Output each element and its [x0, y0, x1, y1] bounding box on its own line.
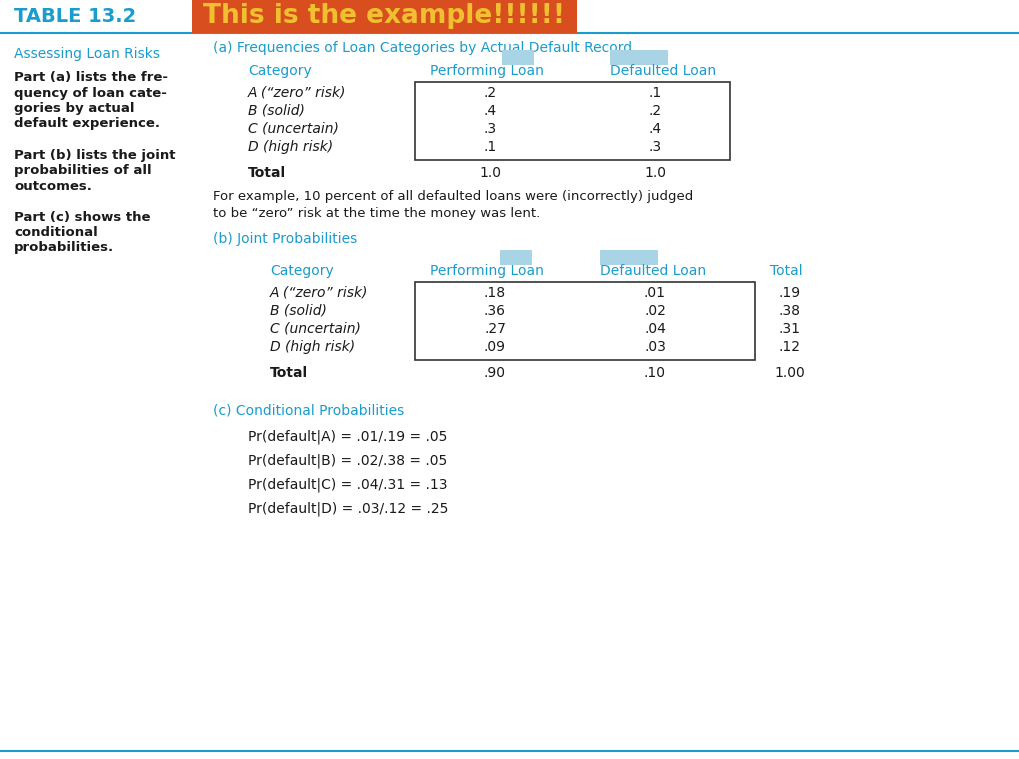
- Text: Total: Total: [248, 166, 286, 180]
- Text: .4: .4: [648, 122, 661, 136]
- Text: outcomes.: outcomes.: [14, 179, 92, 193]
- Text: (b) Joint Probabilities: (b) Joint Probabilities: [213, 232, 357, 246]
- Text: probabilities of all: probabilities of all: [14, 164, 152, 177]
- Bar: [499, 250, 532, 265]
- Text: .31: .31: [779, 322, 800, 336]
- Text: .18: .18: [483, 286, 505, 300]
- Text: Total: Total: [769, 264, 802, 278]
- Text: .02: .02: [643, 304, 665, 318]
- Text: .10: .10: [643, 366, 665, 380]
- Text: .2: .2: [648, 104, 661, 118]
- Text: 1.0: 1.0: [479, 166, 500, 180]
- Text: probabilities.: probabilities.: [14, 241, 114, 254]
- Text: TABLE 13.2: TABLE 13.2: [14, 7, 137, 26]
- Text: .3: .3: [483, 122, 496, 136]
- Text: .38: .38: [779, 304, 800, 318]
- Text: .27: .27: [484, 322, 505, 336]
- Bar: [599, 250, 657, 265]
- Text: .90: .90: [484, 366, 505, 380]
- Text: .03: .03: [643, 340, 665, 354]
- Bar: [415, 82, 730, 160]
- Text: For example, 10 percent of all defaulted loans were (incorrectly) judged: For example, 10 percent of all defaulted…: [213, 190, 693, 203]
- Text: (c) Conditional Probabilities: (c) Conditional Probabilities: [213, 404, 404, 418]
- Text: .04: .04: [643, 322, 665, 336]
- Text: to be “zero” risk at the time the money was lent.: to be “zero” risk at the time the money …: [213, 207, 540, 220]
- Bar: [609, 50, 667, 65]
- Text: 1.0: 1.0: [643, 166, 665, 180]
- Text: Pr(default|C) = .04/.31 = .13: Pr(default|C) = .04/.31 = .13: [248, 478, 447, 493]
- Text: Pr(default|A) = .01/.19 = .05: Pr(default|A) = .01/.19 = .05: [248, 430, 447, 445]
- Text: Defaulted Loan: Defaulted Loan: [599, 264, 705, 278]
- Text: C (uncertain): C (uncertain): [270, 322, 361, 336]
- Text: .19: .19: [779, 286, 800, 300]
- Text: Part (c) shows the: Part (c) shows the: [14, 210, 151, 223]
- Text: .09: .09: [484, 340, 505, 354]
- Text: Performing Loan: Performing Loan: [430, 264, 543, 278]
- Text: Category: Category: [270, 264, 333, 278]
- Text: C (uncertain): C (uncertain): [248, 122, 338, 136]
- Text: A (“zero” risk): A (“zero” risk): [270, 286, 368, 300]
- Text: Assessing Loan Risks: Assessing Loan Risks: [14, 47, 160, 61]
- Text: default experience.: default experience.: [14, 118, 160, 131]
- Text: Part (a) lists the fre-: Part (a) lists the fre-: [14, 71, 168, 84]
- Text: Performing Loan: Performing Loan: [430, 64, 543, 78]
- Text: .12: .12: [779, 340, 800, 354]
- Text: .1: .1: [483, 140, 496, 154]
- Bar: [501, 50, 534, 65]
- Text: This is the example!!!!!!: This is the example!!!!!!: [204, 3, 565, 29]
- Text: Pr(default|D) = .03/.12 = .25: Pr(default|D) = .03/.12 = .25: [248, 502, 448, 517]
- Text: gories by actual: gories by actual: [14, 102, 135, 115]
- Bar: [192, 0, 577, 33]
- Text: .3: .3: [648, 140, 661, 154]
- Text: A (“zero” risk): A (“zero” risk): [248, 86, 346, 100]
- Text: D (high risk): D (high risk): [270, 340, 355, 354]
- Text: B (solid): B (solid): [248, 104, 305, 118]
- Text: B (solid): B (solid): [270, 304, 326, 318]
- Text: Category: Category: [248, 64, 312, 78]
- Text: (a) Frequencies of Loan Categories by Actual Default Record: (a) Frequencies of Loan Categories by Ac…: [213, 41, 632, 55]
- Text: .36: .36: [484, 304, 505, 318]
- Bar: [415, 282, 754, 360]
- Text: Defaulted Loan: Defaulted Loan: [609, 64, 715, 78]
- Text: D (high risk): D (high risk): [248, 140, 333, 154]
- Text: quency of loan cate-: quency of loan cate-: [14, 87, 167, 99]
- Text: Total: Total: [270, 366, 308, 380]
- Text: conditional: conditional: [14, 226, 98, 239]
- Text: .2: .2: [483, 86, 496, 100]
- Text: .1: .1: [648, 86, 661, 100]
- Text: .4: .4: [483, 104, 496, 118]
- Text: 1.00: 1.00: [773, 366, 805, 380]
- Text: .01: .01: [643, 286, 665, 300]
- Text: Part (b) lists the joint: Part (b) lists the joint: [14, 149, 175, 162]
- Text: Pr(default|B) = .02/.38 = .05: Pr(default|B) = .02/.38 = .05: [248, 454, 446, 468]
